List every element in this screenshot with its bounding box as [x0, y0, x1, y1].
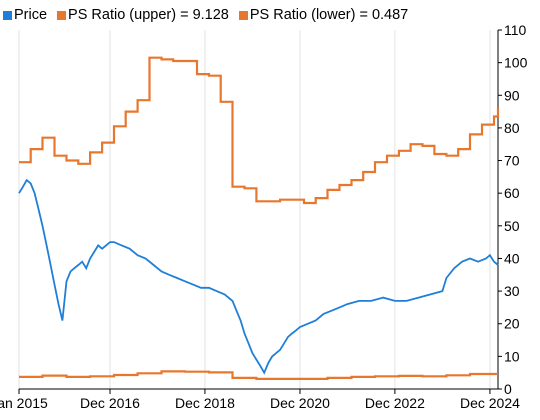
legend-item-ps-upper: PS Ratio (upper) = 9.128: [54, 7, 229, 23]
y-tick-label-10: 100: [504, 55, 528, 71]
legend-swatch-ps-upper: [57, 10, 67, 20]
legend-item-price: Price: [0, 7, 47, 23]
legend-item-ps-lower: PS Ratio (lower) = 0.487: [236, 7, 408, 23]
x-tick-label-1: Dec 2016: [80, 395, 140, 411]
y-tick-label-5: 50: [504, 218, 520, 234]
legend-label-ps-lower: PS Ratio (lower) = 0.487: [249, 7, 409, 23]
y-tick-label-0: 0: [504, 381, 512, 397]
series-line-2: [19, 370, 498, 380]
y-tick-label-3: 30: [504, 283, 520, 299]
y-tick-label-2: 20: [504, 316, 520, 332]
legend-label-price: Price: [14, 7, 48, 23]
series-line-1: [19, 56, 500, 205]
series-line-0: [18, 178, 499, 375]
y-tick-label-9: 90: [504, 87, 520, 103]
y-tick-label-7: 70: [504, 153, 520, 169]
legend-swatch-ps-lower: [238, 10, 248, 20]
chart-legend: Price PS Ratio (upper) = 9.128 PS Ratio …: [0, 5, 415, 25]
x-tick-label-4: Dec 2022: [365, 395, 425, 411]
y-tick-label-8: 80: [504, 120, 520, 136]
x-tick-label-3: Dec 2020: [270, 395, 330, 411]
x-tick-label-5: Dec 2024: [460, 395, 520, 411]
legend-label-ps-upper: PS Ratio (upper) = 9.128: [68, 7, 229, 23]
x-tick-label-2: Dec 2018: [175, 395, 235, 411]
legend-swatch-price: [3, 10, 12, 20]
y-tick-label-6: 60: [504, 185, 520, 201]
y-tick-label-4: 40: [504, 250, 520, 266]
x-tick-label-0: Jan 2015: [0, 395, 48, 411]
y-tick-label-1: 10: [504, 348, 520, 364]
y-tick-label-11: 110: [504, 22, 527, 38]
